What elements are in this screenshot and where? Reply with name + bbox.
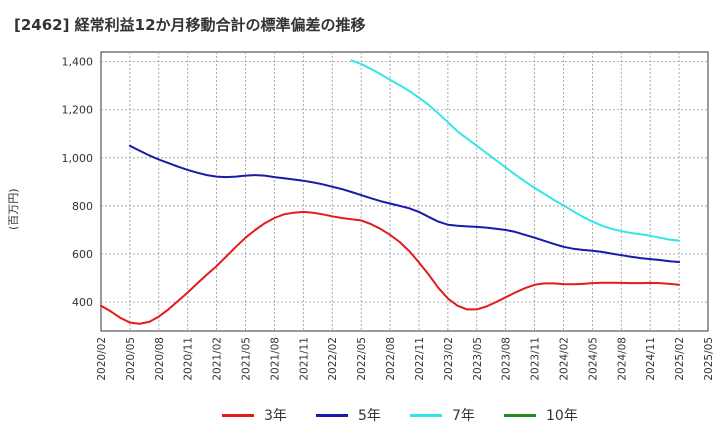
x-tick-label: 2023/08 [501,337,513,381]
legend-item: 7年 [410,404,475,426]
y-tick-label: 400 [72,296,93,309]
x-tick-label: 2024/08 [616,337,628,381]
line-chart: 2020/02 2020/05 2020/08 2020/11 2021/02 2021/… [62,51,715,381]
x-tick-label: 2025/05 [703,337,715,381]
y-tick-label: 800 [72,200,93,213]
legend-label: 7年 [452,408,475,424]
x-tick-label: 2024/05 [587,337,599,381]
x-tick-label: 2021/11 [298,337,310,381]
y-tick-label: 1,000 [62,152,94,165]
x-tick-label: 2024/11 [645,337,657,381]
plot-area [100,51,709,332]
x-tick-label: 2021/08 [269,337,281,381]
chart-title: [2462] 経常利益12か月移動合計の標準偏差の推移 [14,16,366,34]
legend-item: 3年 [222,404,287,426]
legend-swatch [410,413,442,417]
x-tick-label: 2020/11 [183,337,195,381]
x-tick-label: 2020/05 [125,337,137,381]
y-tick-label: 1,200 [62,104,94,117]
x-tick-label: 2022/02 [327,337,339,381]
y-tick-label: 600 [72,248,93,261]
x-tick-label: 2022/05 [356,337,368,381]
legend-label: 5年 [358,408,381,424]
x-tick-label: 2023/02 [443,337,455,381]
x-tick-label: 2020/02 [96,337,108,381]
x-tick-label: 2024/02 [558,337,570,381]
x-tick-label: 2021/05 [241,337,253,381]
legend-swatch [316,413,348,417]
legend-item: 10年 [504,404,578,426]
legend-swatch [504,413,536,417]
x-tick-label: 2021/02 [212,337,224,381]
x-tick-label: 2022/11 [414,337,426,381]
legend-label: 3年 [264,408,287,424]
x-tick-label: 2023/11 [530,337,542,381]
series-line-3 [350,59,681,242]
legend-swatch [222,413,254,417]
legend-item: 5年 [316,404,381,426]
legend-label: 10年 [546,408,578,424]
x-tick-label: 2022/08 [385,337,397,381]
y-tick-label: 1,400 [62,56,94,69]
series-line-1 [100,210,681,325]
x-tick-label: 2020/08 [154,337,166,381]
series-line-2 [128,144,681,263]
x-tick-label: 2025/02 [674,337,686,381]
x-tick-label: 2023/05 [472,337,484,381]
chart-legend: 3年 5年 7年 10年 [0,404,720,426]
